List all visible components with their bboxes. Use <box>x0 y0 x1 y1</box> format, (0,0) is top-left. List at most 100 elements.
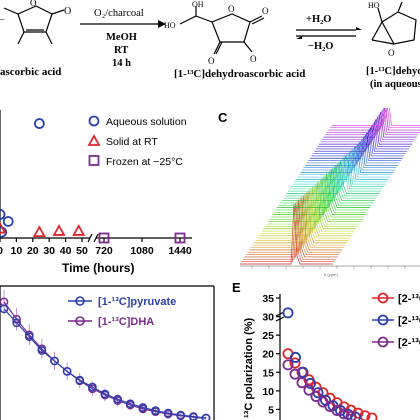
panel-c-spectrum-trace <box>300 146 394 173</box>
legend-solid-label: Solid at RT <box>106 136 158 148</box>
panel-e-legend-label: [2-¹³C] <box>398 337 420 349</box>
reagent-temperature: RT <box>114 45 129 56</box>
panel-c-spectrum-trace <box>311 129 405 157</box>
panel-c-spectrum-trace <box>305 139 399 166</box>
panel-c-spectrum-trace <box>323 112 417 138</box>
hydrate-structure <box>371 1 417 45</box>
panel-c-spectrum-trace <box>260 185 354 234</box>
reaction-scheme: O O – OH HO O O O O HO O <box>0 0 417 66</box>
panel-e-legend: [2-¹³C] [2-¹³C] [2-¹³C] <box>372 292 420 349</box>
panel-c-spectrum-trace <box>277 169 371 208</box>
legend-aqueous-marker <box>88 115 100 127</box>
panel-c-ticks <box>251 266 406 269</box>
dha-ring-o: O <box>228 4 235 14</box>
panel-d-chart: [1-¹³C]pyruvate [1-¹³C]DHA <box>0 285 215 420</box>
legend-pyruvate-label: [1-¹³C]pyruvate <box>98 296 176 308</box>
panel-e-point <box>366 412 378 420</box>
panel-c-spectrum-trace <box>274 172 368 213</box>
panel-c-spectrum-trace <box>295 151 389 180</box>
panel-b-axes <box>0 110 192 239</box>
panel-c-spectrum-trace <box>326 108 420 133</box>
dha-structure <box>179 6 265 55</box>
panel-c-spectrum-trace <box>247 196 341 253</box>
panel-b-xtick-label: 1080 <box>130 245 154 257</box>
panel-d-pyruvate-point <box>24 332 34 341</box>
panel-c-spectrum-trace <box>309 132 403 159</box>
panel-c-spectrum-trace <box>283 163 377 199</box>
panel-c-spectrum-trace <box>244 199 338 258</box>
panel-c-spectrum-trace <box>281 164 375 201</box>
panel-c-spectrum-trace <box>322 114 416 140</box>
panel-c-spectrum-trace <box>302 144 395 171</box>
panel-c-spectrum-trace <box>331 108 420 126</box>
panel-c-spectrum-trace <box>288 158 382 192</box>
panel-e-ytick-label: 5 <box>268 404 274 416</box>
reagent-solvent: MeOH <box>106 32 137 43</box>
hydrate-ho-label: HO <box>368 1 380 10</box>
panel-b-chart: 0 10 20 30 40 50 720 1080 1440 Aqueous solution … <box>0 110 192 275</box>
panel-d-pyruvate-point <box>75 375 85 385</box>
legend-frozen-label: Frozen at −25°C <box>106 156 183 168</box>
legend-pyruvate-marker <box>75 296 85 306</box>
panel-b-point-frozen <box>174 232 186 244</box>
panel-c-spectrum-trace <box>319 119 413 145</box>
panel-b-legend: Aqueous solution Solid at RT Frozen at −… <box>87 115 187 168</box>
panel-e-axis-break <box>275 316 285 322</box>
panel-c-spectrum-trace <box>320 116 414 143</box>
panel-c-spectrum-trace <box>257 188 351 239</box>
panel-d-pyruvate-point <box>113 394 122 404</box>
panel-c-spectrum-trace <box>325 109 419 136</box>
panel-c-spectrum-trace <box>240 203 333 265</box>
panel-c-spectrum-trace <box>284 161 378 197</box>
reagent-oxidant: O₂/charcoal <box>94 8 144 19</box>
panel-b-xtick-label: 40 <box>60 245 72 257</box>
panel-e-legend-label: [2-¹³C] <box>398 293 420 305</box>
panel-b-point-solid <box>52 224 66 236</box>
reagent-time: 14 h <box>112 58 131 69</box>
panel-c-spectrum-trace <box>298 148 392 176</box>
panel-e-point <box>290 351 302 363</box>
panel-c-spectrum-trace <box>243 201 337 260</box>
panel-c-spectrum-trace <box>278 167 372 206</box>
panel-b-point-aqueous <box>33 118 45 129</box>
panel-d-pyruvate-point <box>62 367 72 376</box>
panel-e-ytick-label: 10 <box>262 386 274 398</box>
panel-e-point <box>289 368 301 380</box>
ring-o-label: O <box>30 0 37 8</box>
panel-e-point <box>303 384 315 396</box>
panel-e-point <box>282 359 294 371</box>
dha-ho-label: HO <box>164 21 176 30</box>
panel-d-pyruvate-point <box>189 412 198 420</box>
panel-c-spectrum-trace <box>246 198 340 255</box>
panel-c-spectrum-trace <box>317 121 411 147</box>
panel-d-pyruvate-point <box>50 356 59 366</box>
panel-e-ytick-label: 25 <box>262 330 274 342</box>
panel-d-pyruvate-point <box>100 389 110 399</box>
equilibrium-back-head <box>296 36 302 39</box>
panel-d-pyruvate-point <box>125 399 135 409</box>
panel-c-spectrum-trace <box>253 190 347 244</box>
equilibrium-forward-head <box>356 27 362 30</box>
dha-oh-label: OH <box>192 0 204 9</box>
hydrate-sublabel: (in aqueous <box>370 79 420 90</box>
panel-c-spectrum-trace <box>280 166 374 204</box>
panel-e-ytick-label: 30 <box>262 312 274 324</box>
panel-c-spectrum-trace <box>306 137 400 164</box>
panel-c-spectrum-trace <box>266 179 360 225</box>
panel-c-spectrum-trace <box>303 142 397 168</box>
panel-d-marks <box>0 289 211 420</box>
panel-b-ticks: 0 10 20 30 40 50 720 1080 1440 <box>0 238 192 257</box>
panel-e-legend-label: [2-¹³C] <box>398 315 420 327</box>
panel-e-ylabel: ¹³C polarization (%) <box>243 317 255 418</box>
panel-e-ytick-label: 20 <box>262 349 274 361</box>
hydrate-label: [1-¹³C]dehydro <box>366 66 420 77</box>
carbonyl-o-label: O <box>64 6 71 17</box>
panel-c-letter: C <box>218 110 228 125</box>
panel-e-ytick-label: 15 <box>262 367 274 379</box>
panel-d-pyruvate-point <box>88 382 97 392</box>
panel-d-pyruvate-point <box>163 408 173 418</box>
ascorbic-acid-label: ascorbic acid <box>0 66 62 78</box>
dha-o-3: O <box>208 56 215 66</box>
panel-e-ytick-label: 35 <box>262 293 274 305</box>
panel-c-axis-caption: δ (ppm) <box>324 272 338 277</box>
